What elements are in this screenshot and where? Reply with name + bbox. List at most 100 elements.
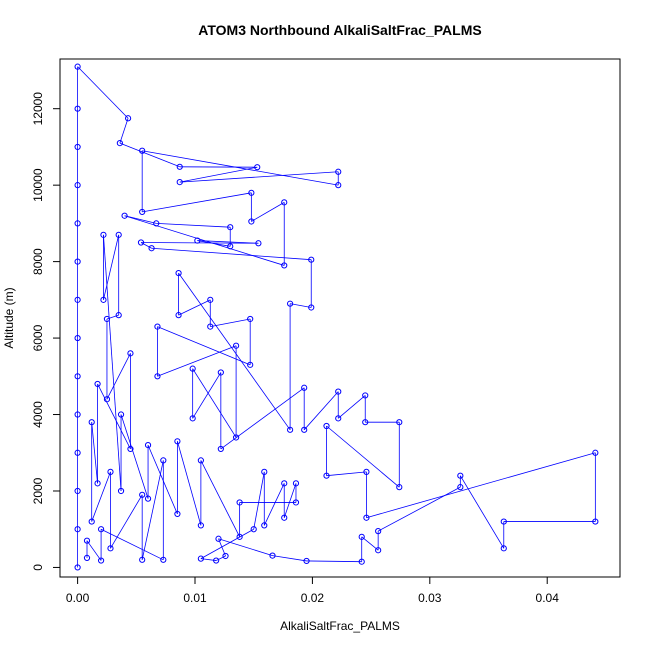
series-line-segment bbox=[124, 215, 157, 224]
data-point bbox=[323, 472, 330, 479]
series-line-segment bbox=[106, 314, 119, 320]
x-tick-label: 0.02 bbox=[301, 591, 325, 605]
series-line-segment bbox=[91, 422, 98, 484]
series-line-segment bbox=[200, 460, 240, 538]
data-point bbox=[227, 243, 234, 250]
data-point bbox=[236, 533, 243, 540]
y-tick-label: 10000 bbox=[31, 168, 45, 202]
data-point bbox=[197, 457, 204, 464]
data-point bbox=[362, 392, 369, 399]
data-point bbox=[103, 315, 111, 323]
data-point bbox=[103, 396, 111, 403]
data-point bbox=[121, 212, 128, 219]
data-point bbox=[139, 491, 146, 498]
data-point bbox=[247, 361, 254, 368]
series-line-segment bbox=[177, 441, 202, 526]
data-point bbox=[247, 315, 254, 323]
data-point bbox=[250, 526, 257, 533]
data-point bbox=[233, 434, 240, 441]
data-point bbox=[194, 237, 201, 244]
y-tick-label: 6000 bbox=[31, 324, 45, 351]
data-point bbox=[74, 143, 81, 151]
data-point bbox=[358, 533, 365, 540]
data-point bbox=[335, 182, 342, 189]
series-line-segment bbox=[140, 242, 152, 249]
data-point bbox=[88, 518, 95, 525]
data-point bbox=[261, 522, 268, 529]
series-line-segment bbox=[326, 471, 367, 477]
y-tick-label: 0 bbox=[31, 564, 45, 571]
series-line-segment bbox=[306, 560, 362, 563]
data-point bbox=[213, 557, 220, 564]
data-point bbox=[154, 373, 161, 380]
data-point bbox=[254, 164, 261, 171]
data-point bbox=[197, 555, 204, 562]
data-point bbox=[97, 557, 105, 564]
series-line-segment bbox=[142, 192, 252, 213]
data-point bbox=[100, 231, 107, 238]
data-point bbox=[281, 199, 288, 206]
data-point bbox=[139, 556, 146, 563]
y-axis: 0 2000 4000 6000 8000 10000 12000 bbox=[31, 92, 61, 571]
data-point bbox=[248, 218, 255, 225]
data-point bbox=[115, 231, 122, 238]
data-point bbox=[500, 545, 507, 552]
data-point bbox=[83, 537, 91, 544]
data-point bbox=[233, 342, 240, 349]
series-line-segment bbox=[215, 555, 226, 561]
data-point bbox=[174, 510, 181, 518]
data-point bbox=[358, 558, 365, 565]
data-point bbox=[335, 388, 342, 395]
series-line-segment bbox=[103, 234, 120, 300]
data-point bbox=[269, 552, 276, 559]
data-point bbox=[362, 419, 369, 426]
series-lines bbox=[77, 66, 596, 568]
series-line-segment bbox=[119, 118, 129, 144]
data-point bbox=[74, 411, 81, 418]
data-point bbox=[139, 208, 146, 216]
x-axis: 0.00 0.01 0.02 0.03 0.04 bbox=[66, 576, 560, 605]
x-tick-label: 0.01 bbox=[183, 591, 207, 605]
series-line-segment bbox=[91, 471, 111, 522]
data-point bbox=[139, 147, 146, 154]
data-point bbox=[335, 415, 342, 422]
data-point bbox=[83, 554, 91, 561]
series-line-segment bbox=[377, 486, 461, 532]
y-tick-label: 8000 bbox=[31, 248, 45, 275]
series-line-segment bbox=[178, 272, 291, 431]
data-point bbox=[94, 380, 101, 388]
data-point bbox=[117, 487, 125, 495]
data-point bbox=[153, 220, 160, 227]
series-line-segment bbox=[179, 171, 339, 183]
data-point bbox=[255, 240, 262, 247]
data-point bbox=[308, 304, 315, 311]
data-point bbox=[363, 514, 370, 521]
series-line-segment bbox=[303, 391, 339, 431]
data-point bbox=[292, 499, 300, 506]
data-point bbox=[74, 258, 81, 265]
x-tick-label: 0.04 bbox=[536, 591, 560, 605]
series-line-segment bbox=[86, 540, 102, 561]
data-point bbox=[500, 518, 507, 525]
data-point bbox=[124, 115, 132, 122]
series-line-segment bbox=[272, 555, 307, 562]
data-point bbox=[74, 105, 81, 112]
y-axis-label: Altitude (m) bbox=[2, 287, 16, 348]
data-point bbox=[74, 296, 81, 303]
data-point bbox=[227, 224, 234, 231]
data-point bbox=[236, 499, 243, 506]
x-tick-label: 0.03 bbox=[418, 591, 442, 605]
data-point bbox=[107, 468, 114, 475]
data-point bbox=[189, 365, 196, 372]
y-tick-label: 4000 bbox=[31, 401, 45, 428]
series-line-segment bbox=[119, 142, 180, 168]
series-line-segment bbox=[142, 150, 339, 186]
data-point bbox=[176, 178, 183, 186]
data-point bbox=[396, 419, 403, 426]
data-point bbox=[144, 495, 152, 502]
data-point bbox=[94, 480, 101, 487]
data-point bbox=[74, 487, 81, 495]
data-point bbox=[301, 384, 308, 391]
data-point bbox=[457, 472, 464, 479]
